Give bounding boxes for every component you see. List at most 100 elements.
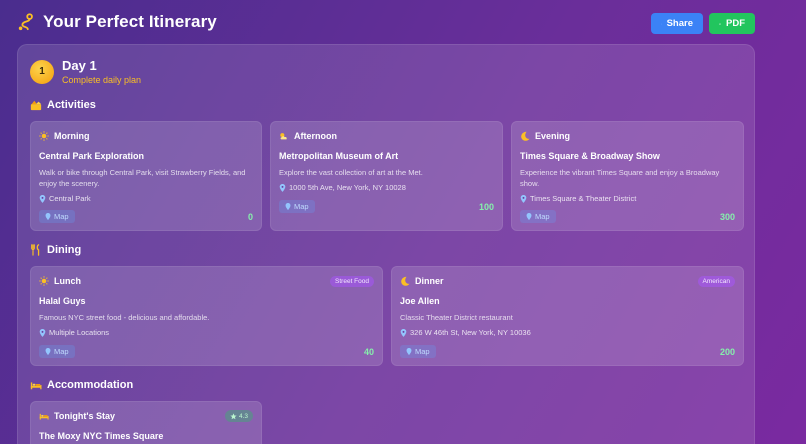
header-actions: Share PDF: [651, 13, 755, 34]
card-header: Lunch: [39, 276, 81, 286]
share-button[interactable]: Share: [651, 13, 703, 34]
activity-title: Metropolitan Museum of Art: [279, 151, 399, 161]
meal-price: 200: [719, 347, 735, 357]
day-title: Day 1: [62, 58, 97, 73]
location-pin-icon: [285, 203, 291, 210]
activity-card-evening: Evening Times Square & Broadway Show Exp…: [511, 121, 744, 231]
location-pin-icon: [45, 348, 51, 355]
location-pin-icon: [520, 194, 527, 203]
activity-description: Walk or bike through Central Park, visit…: [39, 168, 246, 188]
meal-price: 40: [363, 347, 374, 357]
page-title: Your Perfect Itinerary: [43, 12, 217, 31]
period-label: Evening: [535, 131, 571, 141]
cuisine-badge: American: [697, 276, 735, 287]
top-bar: Your Perfect Itinerary Share PDF: [0, 0, 806, 44]
location-pin-icon: [45, 213, 51, 220]
restaurant-location: Multiple Locations: [39, 328, 109, 337]
accommodation-heading: Accommodation: [30, 379, 133, 391]
meal-label: Lunch: [54, 276, 81, 286]
map-label: Map: [54, 212, 69, 221]
period-label: Morning: [54, 131, 90, 141]
pdf-button[interactable]: PDF: [709, 13, 755, 34]
day-panel: 1 Day 1 Complete daily plan Activities M…: [17, 44, 755, 444]
location-text: Central Park: [49, 194, 91, 203]
card-header: Tonight's Stay: [39, 411, 115, 421]
activity-price: 300: [719, 212, 735, 222]
pdf-label: PDF: [726, 18, 745, 29]
card-header: Afternoon: [279, 131, 337, 141]
activity-location: Central Park: [39, 194, 91, 203]
dining-label: Dining: [47, 244, 82, 256]
moon-icon: [521, 131, 530, 141]
restaurant-name: Joe Allen: [400, 296, 440, 306]
location-pin-icon: [39, 328, 46, 337]
card-header: Evening: [520, 131, 570, 141]
stay-label: Tonight's Stay: [54, 411, 115, 421]
map-label: Map: [294, 202, 309, 211]
map-button[interactable]: Map: [400, 345, 436, 358]
rating-value: 4.3: [238, 412, 248, 420]
activity-location: 1000 5th Ave, New York, NY 10028: [279, 183, 406, 192]
accommodation-label: Accommodation: [47, 379, 134, 391]
day-subtitle: Complete daily plan: [62, 75, 142, 85]
location-pin-icon: [39, 194, 46, 203]
restaurant-name: Halal Guys: [39, 296, 86, 306]
restaurant-description: Famous NYC street food - delicious and a…: [39, 313, 210, 322]
location-text: Times Square & Theater District: [530, 194, 637, 203]
activity-description: Explore the vast collection of art at th…: [279, 168, 423, 177]
location-pin-icon: [400, 328, 407, 337]
sun-icon: [39, 276, 49, 286]
rating-badge: 4.3: [224, 410, 253, 422]
brand: Your Perfect Itinerary: [17, 12, 217, 32]
activity-price: 100: [478, 202, 494, 212]
restaurant-location: 326 W 46th St, New York, NY 10036: [400, 328, 531, 337]
hotel-name: The Moxy NYC Times Square: [39, 431, 164, 441]
sun-icon: [39, 131, 49, 141]
accommodation-card: Tonight's Stay 4.3 The Moxy NYC Times Sq…: [30, 401, 262, 444]
star-icon: [230, 412, 237, 419]
activity-title: Times Square & Broadway Show: [520, 151, 660, 161]
activity-card-morning: Morning Central Park Exploration Walk or…: [30, 121, 262, 231]
map-button[interactable]: Map: [520, 210, 556, 223]
meal-label: Dinner: [415, 276, 444, 286]
activity-price: 0: [247, 212, 253, 222]
bed-icon: [30, 382, 42, 390]
map-button[interactable]: Map: [39, 210, 75, 223]
share-label: Share: [666, 18, 693, 29]
map-button[interactable]: Map: [39, 345, 75, 358]
activity-card-afternoon: Afternoon Metropolitan Museum of Art Exp…: [270, 121, 503, 231]
download-icon: [719, 22, 721, 25]
location-text: Multiple Locations: [49, 328, 110, 337]
dining-card-dinner: Dinner American Joe Allen Classic Theate…: [391, 266, 744, 366]
activities-label: Activities: [47, 99, 96, 111]
cuisine-badge: Street Food: [330, 276, 374, 287]
activity-location: Times Square & Theater District: [520, 194, 636, 203]
location-pin-icon: [406, 348, 412, 355]
activity-title: Central Park Exploration: [39, 151, 145, 161]
bed-icon: [39, 413, 49, 420]
day-number-badge: 1: [30, 59, 54, 84]
map-label: Map: [535, 212, 550, 221]
period-label: Afternoon: [294, 131, 337, 141]
map-label: Map: [54, 347, 69, 356]
activities-heading: Activities: [30, 99, 96, 111]
restaurant-description: Classic Theater District restaurant: [400, 313, 513, 322]
location-pin-icon: [279, 183, 286, 192]
day-header: 1 Day 1 Complete daily plan: [30, 58, 141, 85]
card-header: Morning: [39, 131, 90, 141]
card-header: Dinner: [400, 276, 444, 286]
share-icon: [661, 23, 662, 24]
sun-cloud-icon: [280, 133, 287, 140]
moon-icon: [401, 276, 410, 286]
route-icon: [17, 13, 35, 31]
location-text: 326 W 46th St, New York, NY 10036: [410, 328, 531, 337]
map-label: Map: [415, 347, 430, 356]
dining-card-lunch: Lunch Street Food Halal Guys Famous NYC …: [30, 266, 383, 366]
map-button[interactable]: Map: [279, 200, 315, 213]
activity-description: Experience the vibrant Times Square and …: [520, 168, 720, 188]
tourist-attraction-icon: [30, 100, 42, 111]
location-text: 1000 5th Ave, New York, NY 10028: [289, 183, 406, 192]
location-pin-icon: [526, 213, 532, 220]
fork-knife-icon: [31, 244, 40, 256]
dining-heading: Dining: [30, 244, 81, 256]
